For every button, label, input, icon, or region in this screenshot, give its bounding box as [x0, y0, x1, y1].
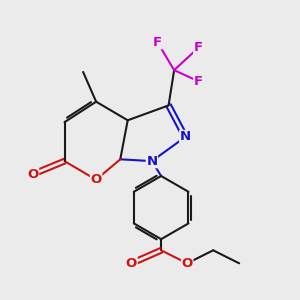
Text: F: F [194, 75, 203, 88]
Text: F: F [194, 41, 203, 54]
Text: N: N [146, 154, 158, 168]
Text: F: F [153, 36, 162, 49]
Text: O: O [27, 168, 39, 181]
Text: N: N [180, 130, 191, 143]
Text: O: O [91, 173, 102, 186]
Text: O: O [126, 257, 137, 270]
Text: O: O [182, 257, 193, 270]
